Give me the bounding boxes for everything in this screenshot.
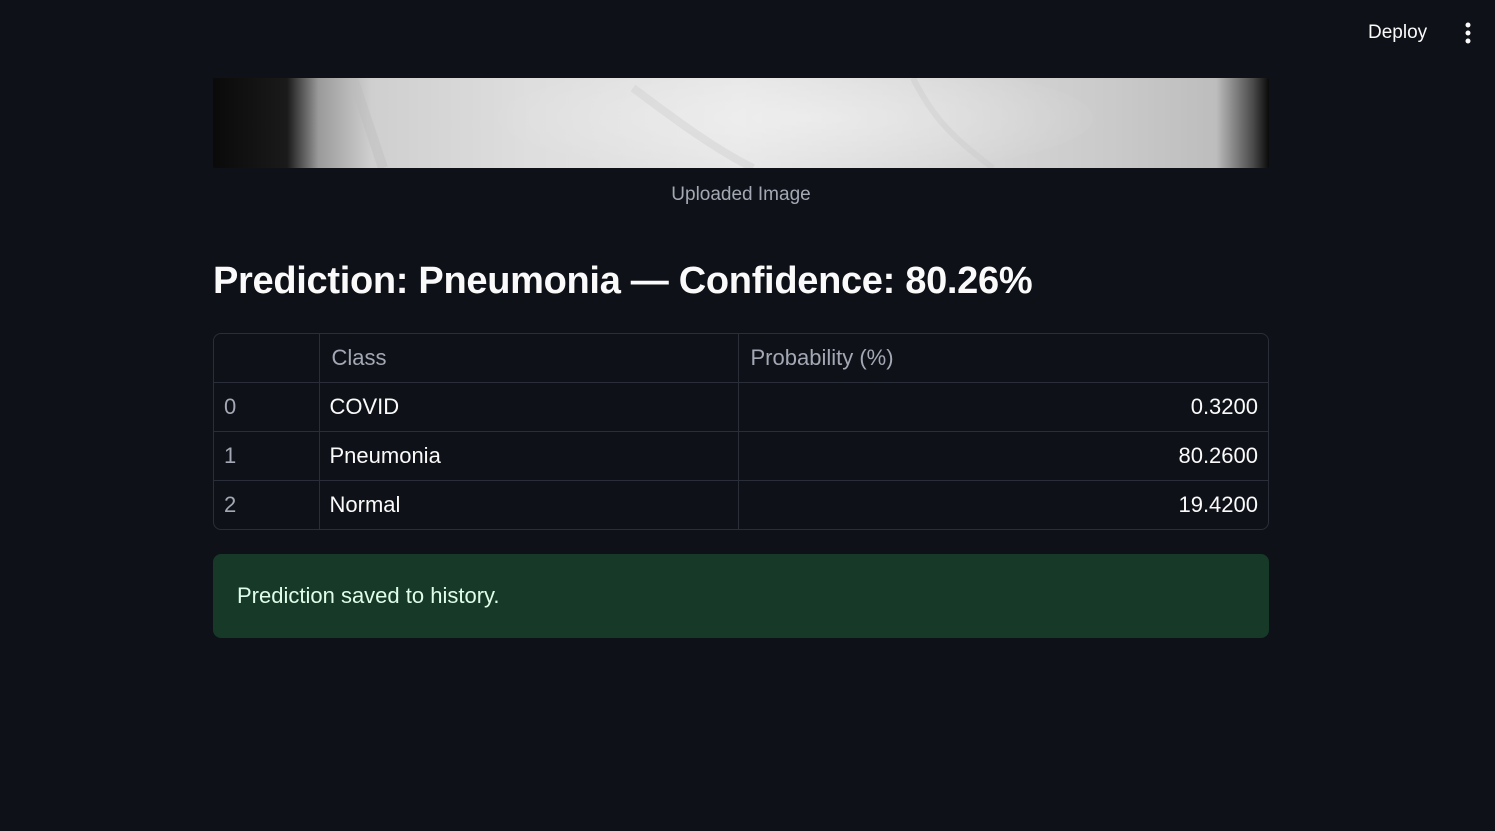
column-header-index[interactable] [214, 334, 320, 383]
row-index: 0 [214, 382, 320, 432]
table-row: 1 Pneumonia 80.2600 [214, 431, 1268, 481]
probability-cell: 0.3200 [738, 382, 1268, 432]
success-alert: Prediction saved to history. [213, 554, 1269, 638]
row-index: 2 [214, 480, 320, 529]
probability-cell: 80.2600 [738, 431, 1268, 481]
table-row: 2 Normal 19.4200 [214, 480, 1268, 529]
image-caption: Uploaded Image [671, 184, 811, 205]
uploaded-xray-image [213, 78, 1269, 168]
row-index: 1 [214, 431, 320, 481]
table-row: 0 COVID 0.3200 [214, 382, 1268, 432]
probability-table: Class Probability (%) 0 COVID 0.3200 1 P… [213, 333, 1269, 530]
more-vertical-icon [1465, 22, 1471, 44]
prediction-title: Prediction: Pneumonia — Confidence: 80.2… [213, 260, 1033, 302]
main-menu-button[interactable] [1452, 16, 1484, 50]
app-header: Deploy [0, 0, 1495, 64]
column-header-probability[interactable]: Probability (%) [738, 334, 1268, 383]
success-message: Prediction saved to history. [237, 583, 500, 608]
deploy-button[interactable]: Deploy [1356, 16, 1439, 50]
table-header-row: Class Probability (%) [214, 334, 1268, 383]
class-cell: Pneumonia [319, 431, 739, 481]
class-cell: COVID [319, 382, 739, 432]
column-header-class[interactable]: Class [319, 334, 739, 383]
probability-cell: 19.4200 [1178, 491, 1258, 517]
class-cell: Normal [319, 480, 739, 529]
